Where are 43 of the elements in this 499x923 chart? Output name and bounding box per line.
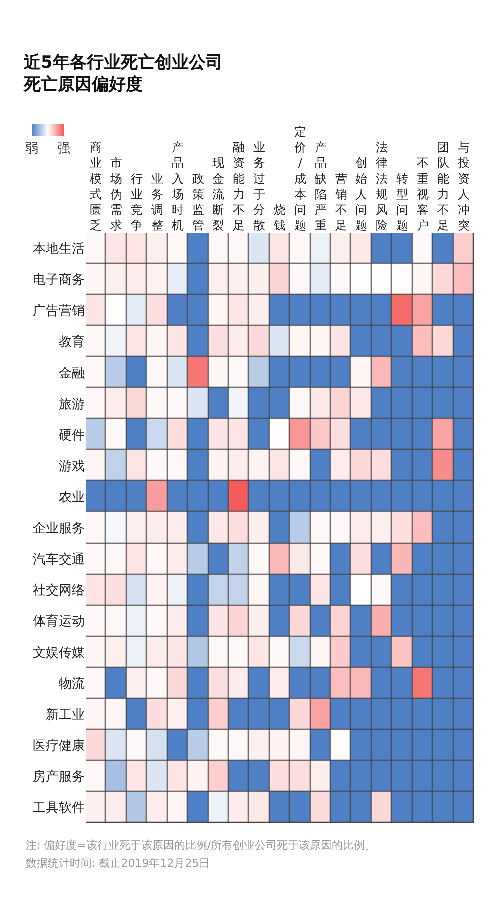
y-tick-label: 新工业	[46, 708, 85, 723]
x-tick-label: 不重视客户	[416, 156, 429, 233]
y-tick-label: 社交网络	[33, 582, 85, 599]
x-tick-label: 创始人问题	[356, 156, 368, 233]
x-tick-label: 团队能力不足	[437, 140, 450, 233]
x-tick-label: 融资能力不足	[233, 140, 246, 233]
x-tick-label: 产品入场时机	[170, 140, 184, 233]
x-tick-label: 法律法规风险	[376, 140, 388, 233]
x-tick-label: 营销不足	[334, 172, 348, 233]
x-tick-label: 转型问题	[396, 172, 409, 233]
y-tick-label: 游戏	[59, 459, 85, 474]
x-tick-label: 烧钱	[273, 203, 286, 233]
y-tick-label: 房产服务	[33, 768, 85, 785]
color-bar-label: 强	[58, 142, 70, 157]
y-tick-label: 工具软件	[33, 801, 85, 816]
text: 数据统计时间: 截止2019年12月25日	[26, 857, 210, 870]
x-tick-label: 业务调整	[151, 172, 164, 233]
y-tick-label: 物流	[59, 676, 85, 692]
chart-title: 近5年各行业死亡创业公司死亡原因偏好度	[23, 53, 223, 96]
x-tick-label: 行业竞争	[131, 172, 144, 233]
y-tick-label: 硬件	[59, 428, 85, 444]
y-tick-label: 企业服务	[33, 522, 85, 537]
color-bar-label: 弱	[26, 142, 38, 157]
y-tick-label: 文娱传媒	[33, 646, 85, 661]
x-tick-label: 产品缺陷严重	[314, 140, 327, 233]
text: 注: 偏好度=该行业死于该原因的比例/所有创业公司死于该原因的比例。	[26, 839, 376, 852]
y-tick-label: 本地生活	[33, 242, 85, 258]
y-tick-label: 金融	[59, 366, 85, 382]
y-tick-label: 电子商务	[33, 273, 85, 288]
x-tick-label: 定价/成本问题	[293, 125, 306, 233]
x-tick-label: 市场伪需求	[110, 156, 123, 233]
x-tick-label: 商业模式匮乏	[90, 140, 102, 233]
y-tick-label: 医疗健康	[33, 738, 85, 754]
y-tick-label: 体育运动	[33, 614, 85, 630]
x-tick-label: 政策监管	[192, 172, 204, 233]
y-tick-label: 汽车交通	[33, 552, 85, 568]
x-tick-label: 业务过于分散	[254, 140, 266, 233]
y-tick-label: 旅游	[59, 397, 85, 412]
x-tick-label: 与投资人冲突	[456, 140, 470, 233]
y-tick-label: 广告营销	[33, 304, 85, 320]
y-tick-label: 教育	[59, 334, 85, 350]
x-tick-label: 现金流断裂	[212, 156, 225, 233]
y-tick-label: 农业	[59, 490, 85, 506]
